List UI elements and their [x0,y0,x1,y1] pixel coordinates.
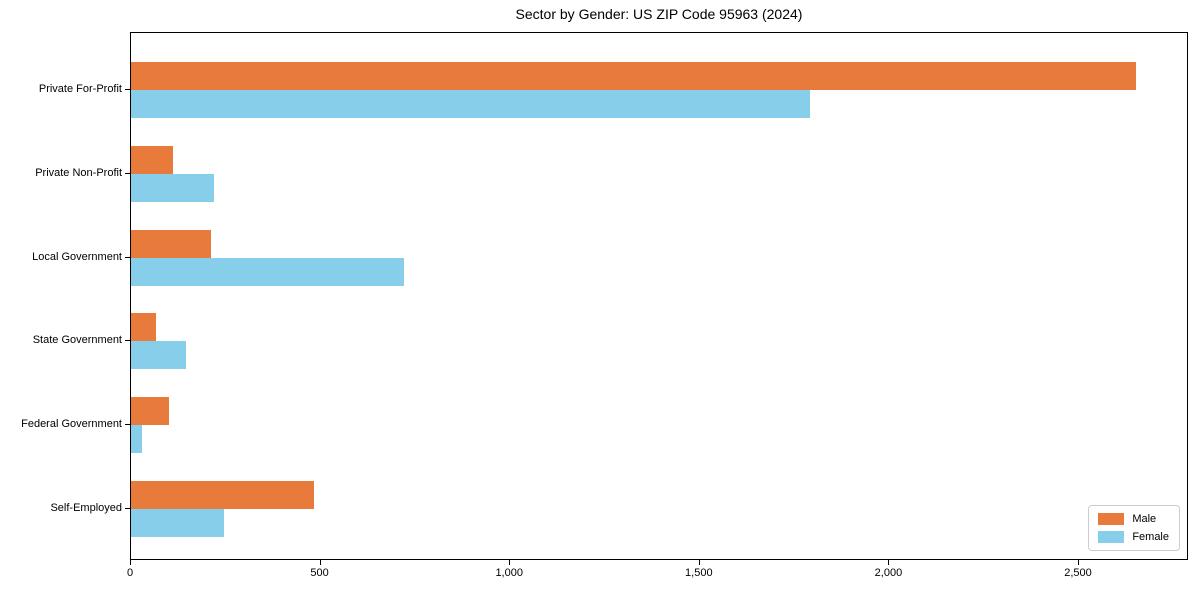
bar-male-state-government [131,313,156,342]
x-axis-tick-label: 2,500 [1064,567,1092,579]
x-axis-tick-label: 2,000 [874,567,903,579]
y-axis-label-local-government: Local Government [32,250,122,263]
x-axis-tick [509,560,511,565]
bar-male-private-for-profit [131,62,1136,90]
plot-area: Male Female [130,32,1188,560]
legend: Male Female [1088,505,1180,551]
y-axis-label-federal-government: Federal Government [21,418,122,431]
y-axis-label-self-employed: Self-Employed [50,502,122,514]
x-axis-tick [130,560,131,565]
female-legend-swatch [1098,531,1125,543]
y-axis-label-private-non-profit: Private Non-Profit [35,166,122,179]
bar-female-federal-government [131,425,142,454]
x-axis-tick [698,560,700,565]
legend-item-male: Male [1098,513,1169,525]
y-axis-tick [125,256,130,258]
y-axis-label-state-government: State Government [32,334,122,347]
y-axis-label-private-for-profit: Private For-Profit [38,83,122,95]
legend-item-female: Female [1098,531,1169,543]
x-axis-tick-label: 500 [310,567,329,579]
y-axis-tick [125,172,130,174]
bar-female-state-government [131,341,186,370]
x-axis-tick [888,560,890,565]
y-axis-tick [125,89,130,90]
x-axis-tick-label: 1,000 [495,567,523,579]
bar-male-private-non-profit [131,145,173,174]
x-axis-tick-label: 1,500 [685,567,713,579]
male-legend-label: Male [1132,513,1157,525]
bar-female-self-employed [131,509,224,537]
x-axis-tick-label: 0 [126,567,134,579]
x-axis-tick [1078,560,1080,565]
bar-female-private-non-profit [131,173,214,202]
chart-title: Sector by Gender: US ZIP Code 95963 (202… [515,6,803,22]
bar-male-local-government [131,229,211,258]
bar-male-federal-government [131,397,169,426]
female-legend-label: Female [1132,531,1169,543]
y-axis-tick [125,424,130,426]
x-axis-tick [319,560,321,565]
bar-female-local-government [131,257,404,286]
y-axis-tick [125,340,130,342]
bar-female-private-for-profit [131,90,810,118]
bar-male-self-employed [131,481,314,509]
y-axis-tick [125,508,130,509]
male-legend-swatch [1098,513,1125,525]
